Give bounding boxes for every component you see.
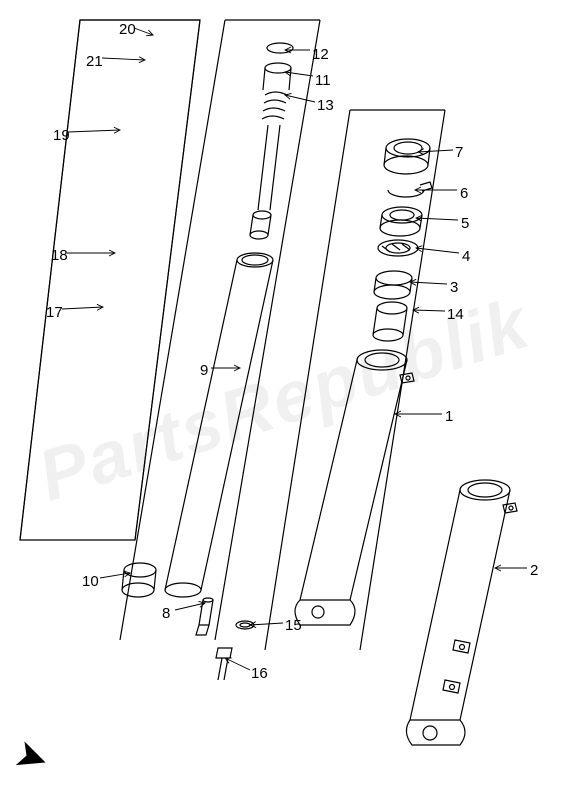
part-2 [406,480,517,745]
callout-11: 11 [315,72,331,89]
callout-13: 13 [317,97,334,114]
callout-2: 2 [530,562,538,579]
callout-6: 6 [460,185,468,202]
callout-14: 14 [447,306,464,323]
callout-18: 18 [51,247,68,264]
part-19-assembly [20,20,200,540]
callout-16: 16 [251,665,268,682]
callout-4: 4 [462,248,470,265]
callout-10: 10 [82,573,99,590]
part-1-assembly [216,110,445,680]
diagram-container: { "watermark": "PartsRepublik", "diagram… [0,0,567,800]
callout-1: 1 [445,408,453,425]
callout-3: 3 [450,279,458,296]
callout-20: 20 [119,21,136,38]
callout-15: 15 [285,617,302,634]
callout-9: 9 [200,362,208,379]
callout-5: 5 [461,215,469,232]
callout-21: 21 [86,53,103,70]
callout-12: 12 [312,46,329,63]
callout-8: 8 [162,605,170,622]
callout-19: 19 [53,127,70,144]
callout-17: 17 [46,304,63,321]
diagram-svg [0,0,567,800]
callout-7: 7 [455,144,463,161]
